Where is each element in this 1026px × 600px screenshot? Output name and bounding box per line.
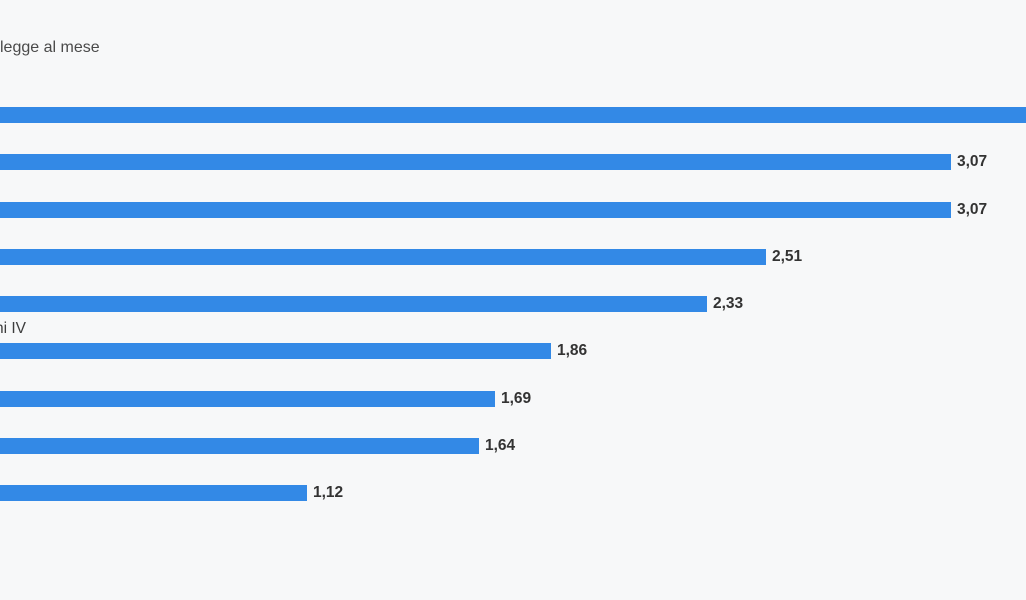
bar bbox=[0, 296, 707, 312]
bar-value-label: 1,69 bbox=[501, 390, 532, 407]
bar bbox=[0, 391, 495, 407]
bar-value-label: 3,07 bbox=[957, 153, 988, 170]
bar bbox=[0, 202, 951, 218]
category-label-fragment: ni IV bbox=[0, 320, 27, 337]
chart-title-fragment: legge al mese bbox=[0, 39, 100, 56]
bar bbox=[0, 249, 766, 265]
bar bbox=[0, 107, 1026, 123]
bar bbox=[0, 485, 307, 501]
bar-value-label: 2,33 bbox=[713, 295, 744, 312]
bar-row: 1,64 bbox=[0, 438, 515, 454]
bar bbox=[0, 343, 551, 359]
bar-row: 1,86 bbox=[0, 343, 587, 359]
bar-value-label: 1,64 bbox=[485, 437, 516, 454]
bar-row: 1,12 bbox=[0, 485, 343, 501]
bar-value-label: 1,12 bbox=[313, 484, 344, 501]
bar-row: 2,51 bbox=[0, 249, 802, 265]
bar-value-label: 2,51 bbox=[772, 248, 803, 265]
bar-row: 3,07 bbox=[0, 202, 987, 218]
bar-row bbox=[0, 107, 1026, 123]
bar-value-label: 1,86 bbox=[557, 342, 588, 359]
bar bbox=[0, 154, 951, 170]
bar-row: 2,33 bbox=[0, 296, 743, 312]
bar-row: 1,69 bbox=[0, 391, 531, 407]
bar-row: 3,07 bbox=[0, 154, 987, 170]
bar bbox=[0, 438, 479, 454]
bar-value-label: 3,07 bbox=[957, 201, 988, 218]
